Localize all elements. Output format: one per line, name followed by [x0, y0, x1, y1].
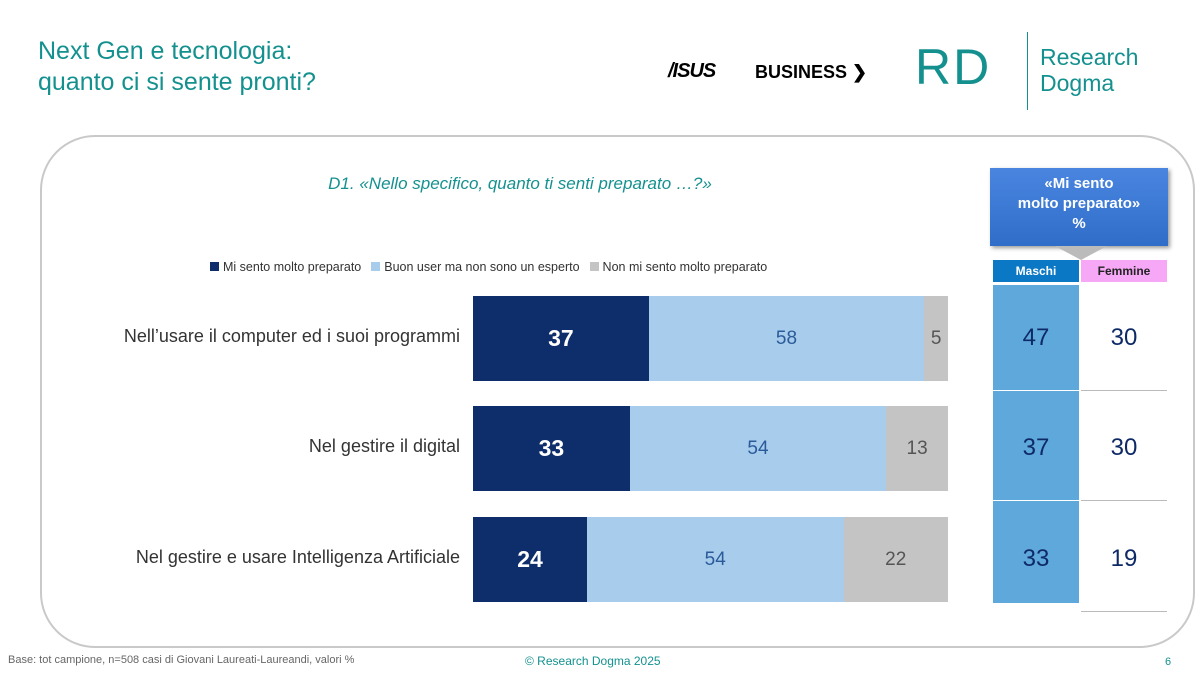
- data-label: 37: [548, 325, 574, 351]
- logo-text: Research: [1040, 44, 1139, 70]
- data-label: 22: [885, 548, 907, 570]
- bar-segment: 58: [648, 296, 925, 381]
- logo-divider: [1027, 32, 1028, 110]
- maschi-header: Maschi: [993, 260, 1079, 282]
- data-label: 5: [930, 327, 942, 349]
- business-logo: BUSINESS ❯: [755, 62, 868, 82]
- data-label: 33: [538, 435, 565, 461]
- data-label: 24: [517, 546, 543, 572]
- legend-label: Mi sento molto preparato: [223, 260, 362, 274]
- data-label: 54: [747, 437, 769, 459]
- row-divider: [993, 390, 1079, 391]
- category-label: Nell’usare il computer ed i suoi program…: [123, 326, 460, 346]
- rd-logo: RD: [915, 39, 992, 95]
- legend: Mi sento molto preparato Buon user ma non…: [210, 260, 767, 274]
- bar-segment: 24: [473, 517, 587, 602]
- copyright: © Research Dogma 2025: [525, 654, 661, 668]
- side-header-line: %: [1072, 215, 1086, 232]
- legend-swatch: [371, 262, 381, 271]
- bar-segment: 54: [587, 517, 844, 602]
- research-dogma-logo: Research Dogma: [1040, 44, 1138, 96]
- category-label: Nel gestire il digital: [308, 436, 460, 456]
- bar-segment: 22: [843, 517, 948, 602]
- legend-label: Buon user ma non sono un esperto: [384, 260, 580, 274]
- legend-item: Mi sento molto preparato: [210, 260, 361, 274]
- bar-segment: 5: [924, 296, 948, 381]
- side-header: «Mi sento molto preparato» %: [990, 168, 1168, 246]
- bar-segment: 37: [473, 296, 649, 381]
- row-divider: [1081, 390, 1167, 391]
- maschi-value: 37: [1022, 434, 1050, 461]
- femmine-header: Femmine: [1081, 260, 1167, 282]
- bar-segment: 33: [473, 406, 630, 491]
- row-divider: [1081, 611, 1167, 612]
- category-label: Nel gestire e usare Intelligenza Artific…: [135, 547, 460, 567]
- page-title: Next Gen e tecnologia: quanto ci si sente…: [38, 36, 316, 98]
- femmine-value: 30: [1110, 324, 1138, 351]
- bar-segment: 54: [629, 406, 887, 491]
- data-label: 54: [704, 548, 726, 570]
- title-line: quanto ci si sente pronti?: [38, 68, 316, 96]
- legend-item: Non mi sento molto preparato: [589, 260, 768, 274]
- bar-segment: 13: [886, 406, 948, 491]
- legend-swatch: [210, 262, 219, 271]
- maschi-value: 47: [1022, 324, 1050, 351]
- footnote: Base: tot campione, n=508 casi di Giovan…: [8, 654, 355, 666]
- data-label: 13: [906, 437, 928, 459]
- page-number: 6: [1165, 656, 1172, 668]
- chart-title: D1. «Nello specifico, quanto ti senti pr…: [328, 174, 712, 193]
- data-label: 58: [775, 327, 798, 349]
- side-header-line: molto preparato»: [1017, 195, 1141, 212]
- femmine-value: 30: [1110, 434, 1138, 461]
- row-divider: [993, 500, 1079, 501]
- maschi-column: [993, 285, 1079, 603]
- arrow-down-icon: [1055, 246, 1107, 260]
- legend-item: Buon user ma non sono un esperto: [371, 260, 580, 274]
- maschi-value: 33: [1022, 545, 1050, 572]
- legend-swatch: [589, 262, 599, 271]
- asus-logo: /ISUS: [668, 60, 716, 82]
- logo-text: Dogma: [1040, 70, 1115, 96]
- row-divider: [1081, 500, 1167, 501]
- femmine-value: 19: [1110, 545, 1138, 572]
- content-frame: [40, 135, 1195, 648]
- legend-label: Non mi sento molto preparato: [602, 260, 768, 274]
- title-line: Next Gen e tecnologia:: [38, 37, 293, 65]
- side-header-line: «Mi sento: [1044, 175, 1114, 192]
